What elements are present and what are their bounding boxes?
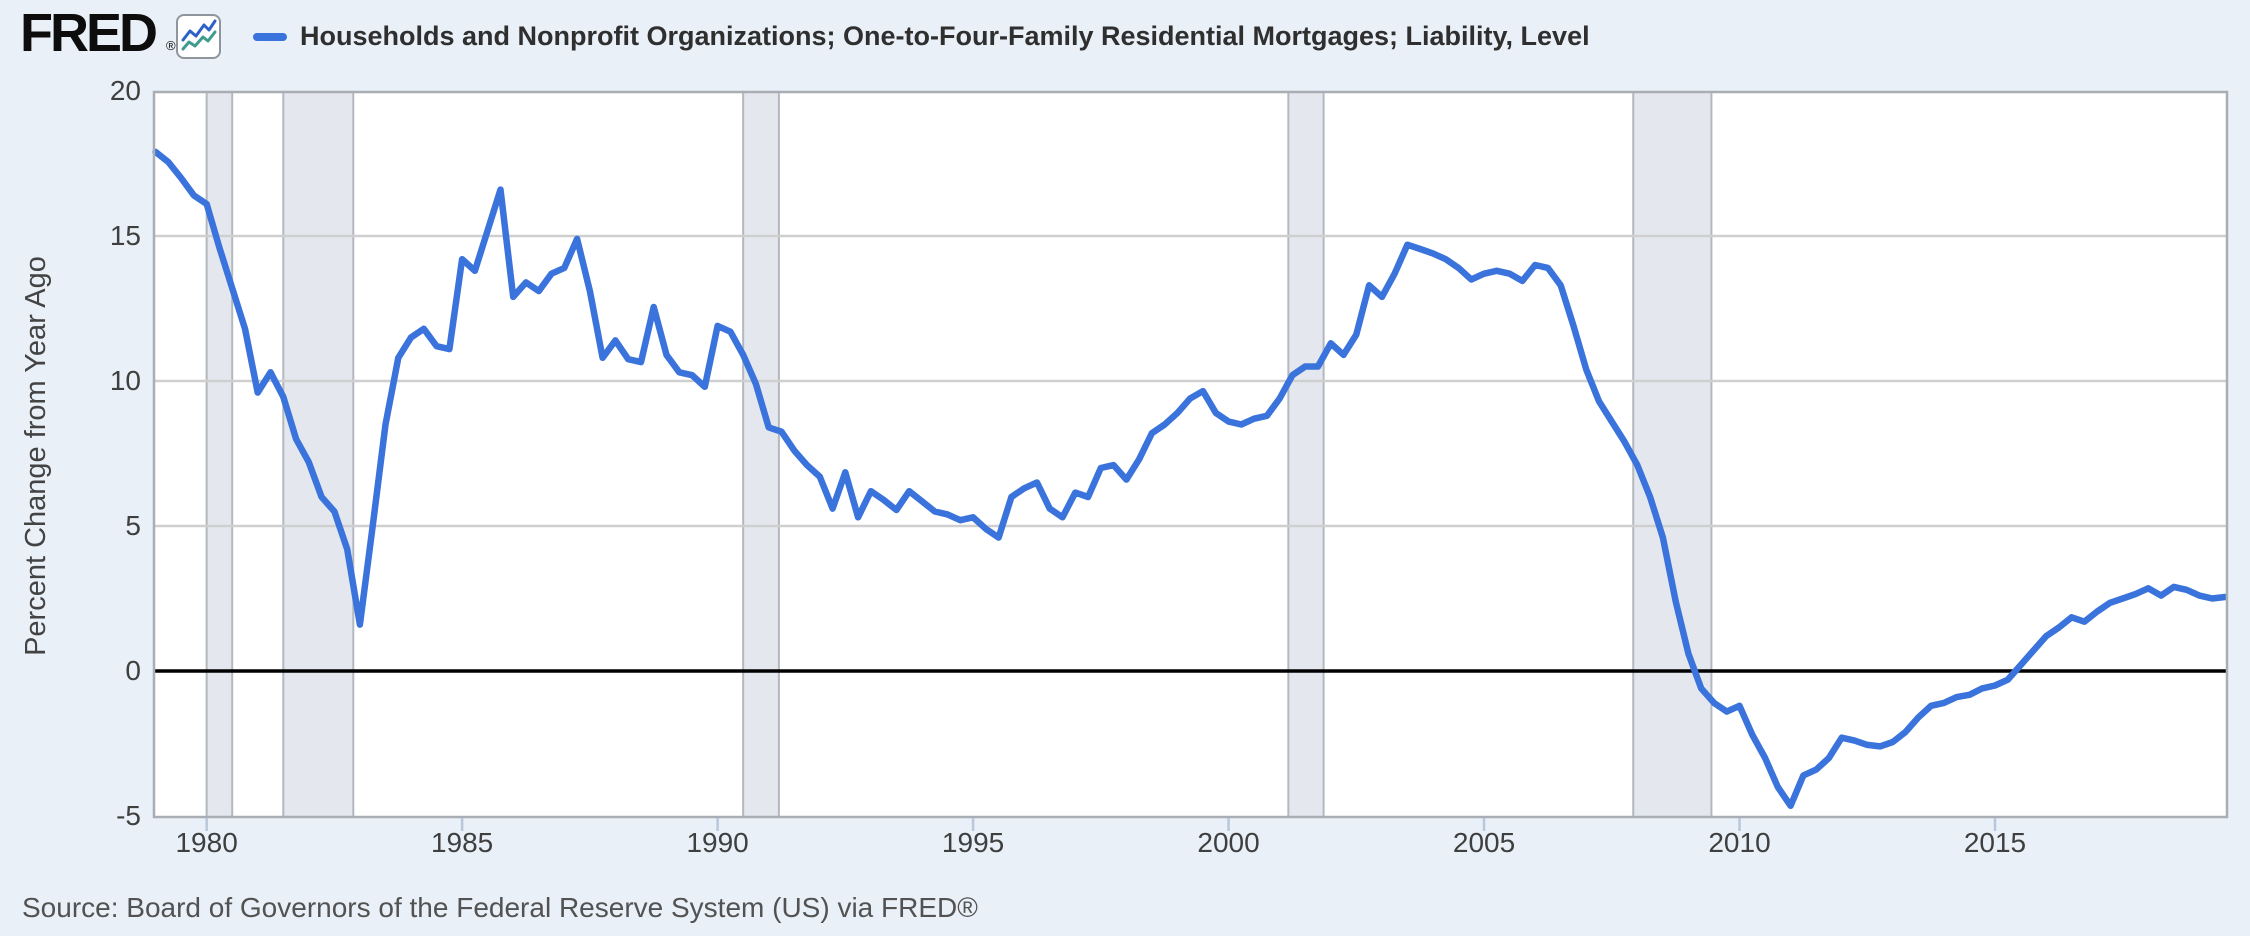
x-tick-label: 2005 [1452, 827, 1516, 858]
fred-logo[interactable]: FRED [20, 3, 158, 63]
recession-band [1288, 91, 1324, 818]
x-tick-label: 1990 [686, 827, 749, 858]
x-tick-label: 2000 [1197, 827, 1260, 858]
recession-band [206, 91, 233, 818]
plot-background [153, 91, 2228, 818]
y-tick-label: 20 [109, 75, 141, 106]
plot-border [152, 90, 2229, 819]
legend-line-swatch [253, 33, 287, 41]
x-tick-label: 1980 [175, 827, 238, 858]
x-tick-label: 1995 [941, 827, 1005, 858]
chart-header: FRED ® Households and Nonprofit Organiza… [0, 0, 2250, 64]
y-tick-label: 0 [125, 654, 141, 686]
recession-band [283, 91, 354, 818]
y-tick-label: 10 [109, 364, 141, 396]
recession-band [743, 91, 779, 818]
data-series-line [152, 148, 2229, 810]
series-title: Households and Nonprofit Organizations; … [300, 21, 1590, 51]
y-tick-label: 15 [109, 219, 141, 251]
y-tick-label: 5 [125, 509, 141, 541]
registered-trademark: ® [166, 38, 176, 53]
plot-area [152, 90, 2229, 831]
sparkline-icon-graphic [181, 19, 217, 51]
x-tick-label: 2015 [1963, 827, 2027, 858]
x-tick-label: 1985 [430, 827, 494, 858]
recession-band [1633, 91, 1712, 818]
y-tick-label: -5 [116, 799, 141, 831]
source-attribution: Source: Board of Governors of the Federa… [22, 892, 978, 923]
fred-sparkline-icon [176, 14, 221, 59]
x-tick-label: 2010 [1708, 827, 1771, 858]
